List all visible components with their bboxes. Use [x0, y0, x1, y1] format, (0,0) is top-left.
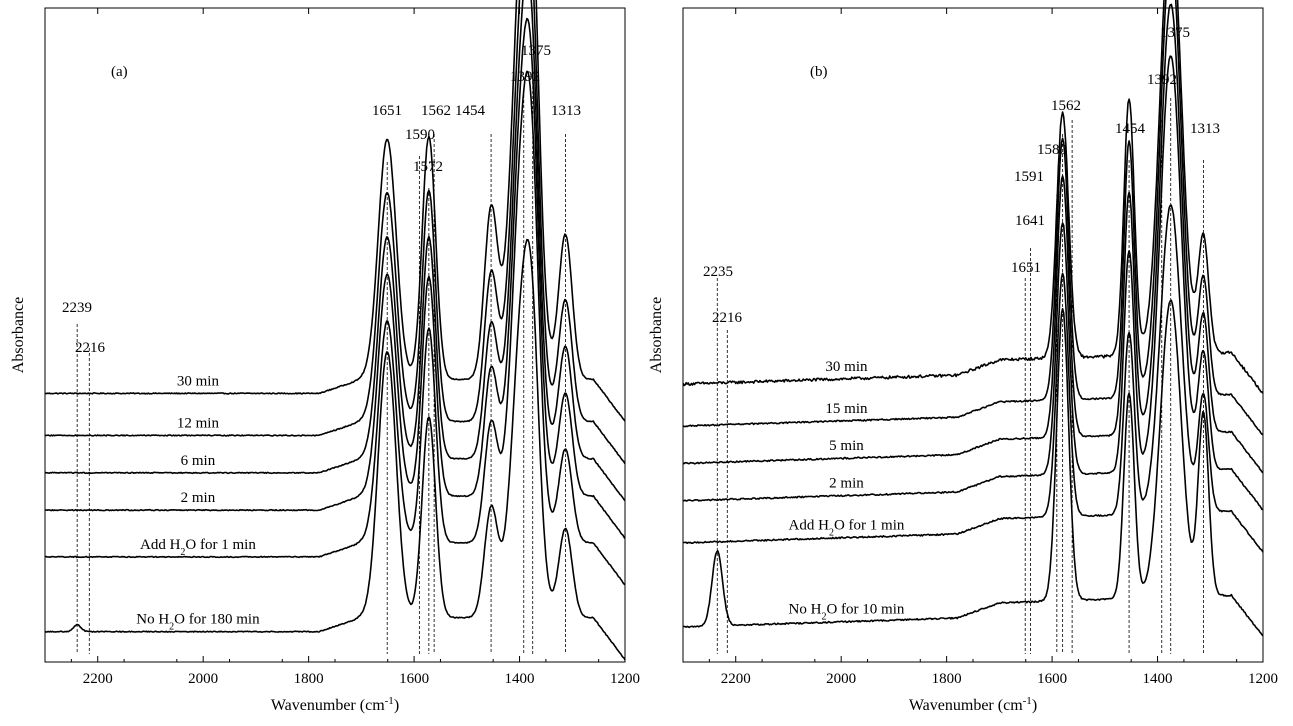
peak-label: 1562: [1051, 98, 1081, 114]
peak-label: 1591: [1014, 169, 1044, 185]
x-tick-label: 1800: [294, 671, 324, 687]
series-line: [44, 238, 626, 661]
x-tick-label: 1200: [610, 671, 640, 687]
peak-label: 2216: [712, 310, 743, 326]
x-tick-label: 1800: [932, 671, 962, 687]
series-label: 30 min: [825, 359, 868, 375]
x-tick-label: 1200: [1248, 671, 1278, 687]
panel-a: 2200 2000 1800 1600 1400 1200 Wavenumber (cm-1…: [10, 0, 640, 714]
series-label: No H2O for 180 min: [136, 612, 260, 633]
peak-label: 2216: [75, 340, 106, 356]
series-label: Add H2O for 1 min: [789, 518, 905, 539]
peak-label: 1313: [551, 103, 581, 119]
series-label: No H2O for 10 min: [789, 602, 905, 623]
series-label: 6 min: [181, 453, 216, 469]
x-tick-label: 2000: [826, 671, 856, 687]
series-label: 15 min: [825, 401, 868, 417]
peak-label: 1641: [1015, 213, 1045, 229]
peak-label: 2235: [703, 264, 733, 280]
panel-b: 2200 2000 1800 1600 1400 1200 Wavenumber (cm-1…: [648, 0, 1278, 714]
x-axis-label: Wavenumber (cm-1): [909, 695, 1037, 714]
peak-label: 1562: [421, 103, 451, 119]
peak-label: 1580: [1037, 142, 1067, 158]
x-axis-label: Wavenumber (cm-1): [271, 695, 399, 714]
series-label: 12 min: [177, 415, 220, 431]
peak-label: 2239: [62, 300, 92, 316]
y-axis-label: Absorbance: [648, 297, 665, 373]
series-label: 5 min: [829, 438, 864, 454]
x-tick-label: 1600: [399, 671, 429, 687]
series-label: 2 min: [829, 476, 864, 492]
series-label: 2 min: [181, 490, 216, 506]
series-line: [44, 0, 626, 502]
x-tick-label: 2000: [188, 671, 218, 687]
series-line: [682, 3, 1264, 474]
peak-label: 1651: [372, 103, 402, 119]
series-line: [682, 0, 1264, 436]
series-line: [682, 299, 1264, 637]
series-label: 30 min: [177, 373, 220, 389]
series-line: [44, 0, 626, 422]
peak-label: 1572: [413, 159, 443, 175]
peak-label: 1651: [1011, 260, 1041, 276]
panel-label: (a): [111, 64, 128, 80]
x-tick-label: 1600: [1037, 671, 1067, 687]
peak-label: 1454: [455, 103, 486, 119]
series-line: [682, 0, 1264, 394]
series-line: [683, 204, 1264, 553]
series-line: [44, 0, 626, 465]
x-tick-label: 2200: [83, 671, 113, 687]
y-axis-label: Absorbance: [10, 297, 27, 373]
peak-label: 1454: [1115, 121, 1146, 137]
panel-label: (b): [810, 64, 828, 80]
series-line: [45, 17, 626, 539]
series-label: Add H2O for 1 min: [140, 537, 256, 558]
x-tick-label: 2200: [721, 671, 751, 687]
series-line: [44, 70, 626, 586]
x-tick-label: 1400: [1143, 671, 1173, 687]
x-tick-label: 1400: [505, 671, 535, 687]
series-line: [682, 55, 1264, 511]
peak-label: 1313: [1190, 121, 1220, 137]
